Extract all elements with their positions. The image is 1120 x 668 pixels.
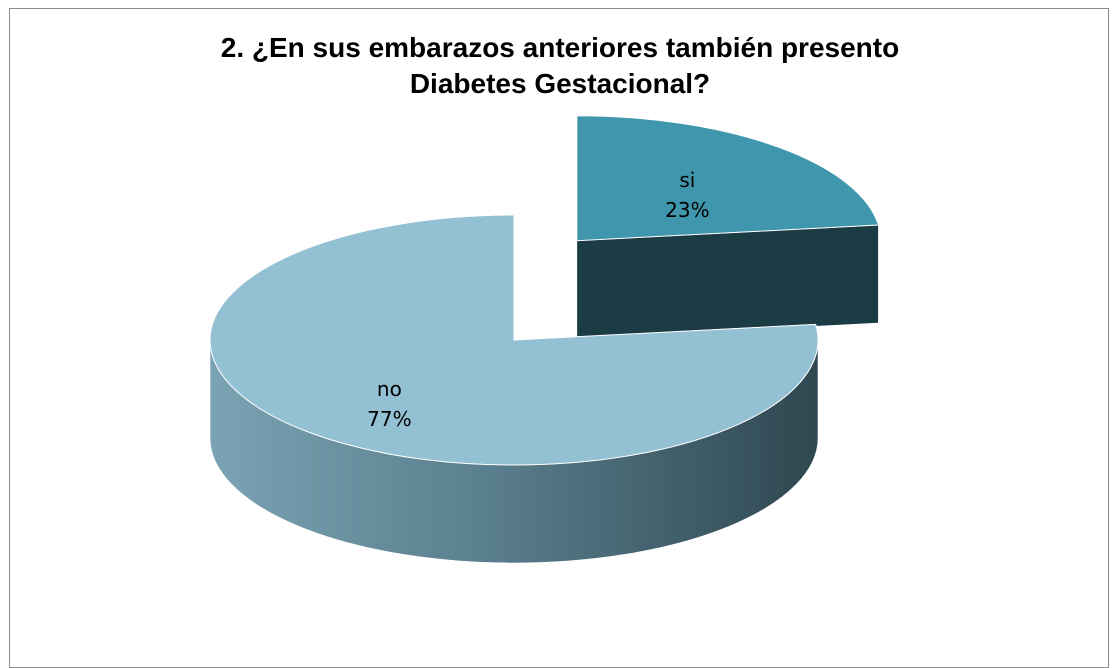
slice-no-name-label: no [377,377,402,401]
pie-slices [209,115,880,564]
slice-no-value-label: 77% [367,407,411,431]
slice-no [209,214,819,466]
pie-labels: si 23% no 77% [367,168,709,431]
chart-title: 2. ¿En sus embarazos anteriores también … [0,30,1120,102]
slice-si-value-label: 23% [665,198,709,222]
slice-si-name-label: si [679,168,695,192]
chart-title-line-1: 2. ¿En sus embarazos anteriores también … [220,32,900,63]
chart-title-line-2: Diabetes Gestacional? [409,68,711,99]
slice-si-side-end [576,224,879,340]
slice-si [576,115,880,242]
